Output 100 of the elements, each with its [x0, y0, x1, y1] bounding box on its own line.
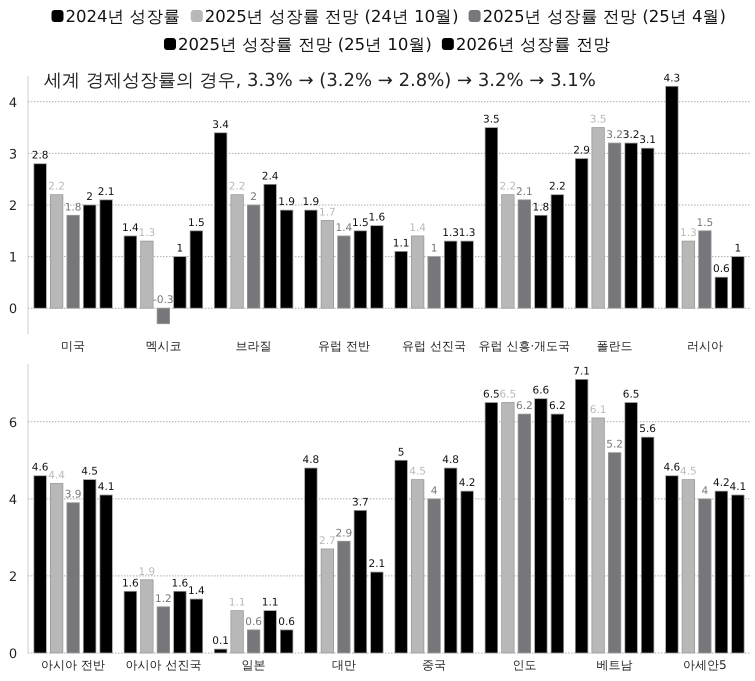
bar: [66, 214, 80, 309]
data-label: 2.1: [368, 558, 386, 570]
x-tick-label: 일본: [242, 658, 266, 672]
data-label: 2: [86, 191, 93, 203]
data-label: 3.5: [483, 114, 500, 126]
data-label: 1.1: [392, 237, 410, 250]
data-label: 1.5: [696, 216, 714, 229]
data-label: 2.2: [500, 180, 516, 193]
bar: [665, 86, 679, 309]
legend-label: 2026년 성장률 전망: [456, 35, 610, 54]
data-label: 1.6: [172, 577, 189, 590]
data-label: 3.4: [212, 118, 230, 131]
data-label: 1.3: [138, 227, 156, 240]
bar: [190, 598, 204, 654]
x-tick-label: 아시아 전반: [41, 658, 106, 672]
bar: [263, 184, 277, 309]
legend-label: 2025년 성장률 전망 (25년 10월): [178, 35, 432, 54]
data-label: -0.3: [153, 294, 174, 306]
data-label: 4.1: [98, 481, 114, 494]
x-tick-label: 폴란드: [596, 339, 633, 353]
bar: [140, 240, 154, 309]
bar: [280, 629, 294, 654]
bar: [156, 606, 170, 654]
bar: [124, 236, 138, 309]
data-label: 2.2: [228, 180, 246, 193]
bar: [550, 414, 564, 654]
data-label: 1.3: [458, 227, 476, 240]
data-label: 6.5: [500, 388, 516, 401]
bar: [427, 498, 441, 654]
x-tick-label: 아세안5: [683, 658, 727, 672]
data-label: 1.6: [122, 577, 140, 590]
bar: [230, 610, 244, 654]
data-label: 2.2: [48, 180, 65, 193]
data-label: 6.2: [516, 400, 533, 412]
bar: [444, 240, 458, 309]
bar: [574, 379, 588, 654]
data-label: 6.5: [483, 388, 500, 401]
bar: [444, 468, 458, 654]
data-label: 0.6: [278, 616, 296, 628]
bar: [246, 204, 260, 309]
bar: [518, 414, 532, 654]
bar: [66, 502, 80, 654]
bar: [173, 590, 187, 654]
data-label: 1.4: [409, 222, 426, 234]
bar: [698, 230, 712, 309]
y-tick-label: 4: [8, 492, 18, 508]
bar: [624, 142, 638, 309]
data-label: 3.2: [606, 129, 623, 142]
data-label: 1.5: [352, 216, 369, 229]
data-label: 1.9: [138, 566, 156, 578]
bar: [410, 479, 424, 654]
legend-label: 2025년 성장률 전망 (25년 4월): [482, 7, 726, 26]
bar: [304, 210, 318, 309]
data-label: 1.6: [368, 212, 386, 224]
bar: [280, 210, 294, 309]
data-label: 1.5: [188, 216, 205, 229]
bar: [534, 214, 548, 309]
bar: [714, 276, 728, 309]
y-tick-label: 4: [8, 96, 18, 111]
data-label: 4.5: [81, 466, 98, 478]
data-label: 1.1: [262, 596, 278, 609]
bar: [698, 498, 712, 654]
data-label: 1.8: [532, 201, 550, 214]
bar: [33, 475, 47, 654]
x-tick-label: 브라질: [236, 339, 272, 353]
bar: [731, 256, 745, 309]
data-label: 2.1: [516, 186, 533, 198]
bar: [263, 610, 277, 654]
data-label: 4.5: [680, 466, 697, 478]
bar: [82, 479, 96, 654]
data-label: 2: [250, 191, 257, 203]
bar: [550, 194, 564, 309]
bar: [140, 579, 154, 654]
y-tick-label: 0: [8, 302, 18, 318]
y-tick-label: 3: [8, 147, 18, 162]
bar: [501, 402, 515, 654]
data-label: 4.4: [48, 469, 66, 482]
bar: [99, 199, 113, 309]
bar: [640, 436, 654, 654]
bar: [337, 236, 351, 309]
bar: [320, 220, 334, 309]
bar: [608, 452, 622, 654]
bar: [518, 199, 532, 309]
data-label: 7.1: [573, 365, 590, 378]
bar: [624, 402, 638, 654]
data-label: 4.6: [664, 462, 681, 474]
x-tick-label: 대만: [332, 658, 356, 672]
x-tick-label: 러시아: [686, 339, 723, 353]
data-label: 0.6: [245, 616, 262, 628]
data-label: 1.9: [278, 196, 295, 208]
annotation: 세계 경제성장률의 경우, 3.3% → (3.2% → 2.8%) → 3.2% → 3.1%: [44, 70, 596, 91]
data-label: 2.1: [98, 186, 114, 198]
bar: [714, 490, 728, 654]
bar: [99, 494, 113, 654]
data-label: 1: [734, 242, 742, 255]
data-label: 1.4: [122, 222, 140, 234]
data-label: 4.2: [713, 477, 730, 490]
data-label: 3.9: [64, 488, 82, 501]
bar: [33, 163, 47, 309]
bar: [427, 256, 441, 309]
